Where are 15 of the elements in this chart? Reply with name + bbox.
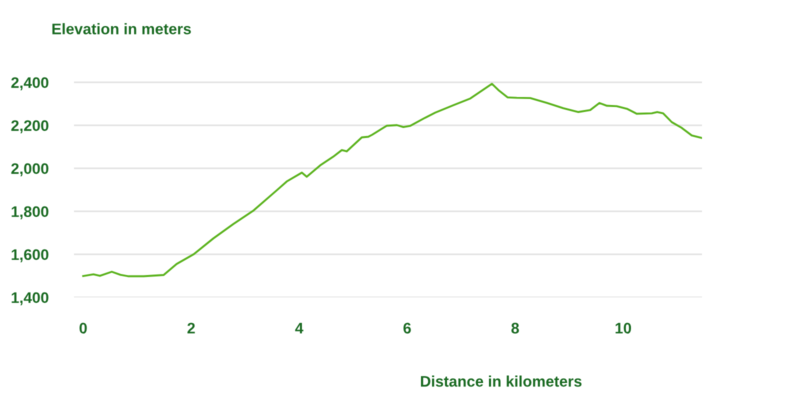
y-tick-label: 1,600 <box>12 249 48 262</box>
x-axis-title: Distance in kilometers <box>420 376 582 387</box>
y-tick-label: 2,200 <box>11 120 48 134</box>
x-tick-label: 4 <box>295 322 304 334</box>
x-tick-label: 6 <box>403 322 411 334</box>
x-tick-label: 10 <box>616 322 632 334</box>
y-tick-label: 1,800 <box>12 206 48 220</box>
y-tick-label: 1,400 <box>12 292 48 306</box>
x-tick-label: 2 <box>187 322 195 334</box>
x-tick-label: 0 <box>80 322 87 334</box>
x-tick-label: 8 <box>511 322 519 334</box>
y-axis-title: Elevation in meters <box>52 23 191 34</box>
y-tick-label: 2,400 <box>11 77 48 90</box>
y-tick-label: 2,000 <box>11 163 48 176</box>
line-series <box>82 82 702 278</box>
